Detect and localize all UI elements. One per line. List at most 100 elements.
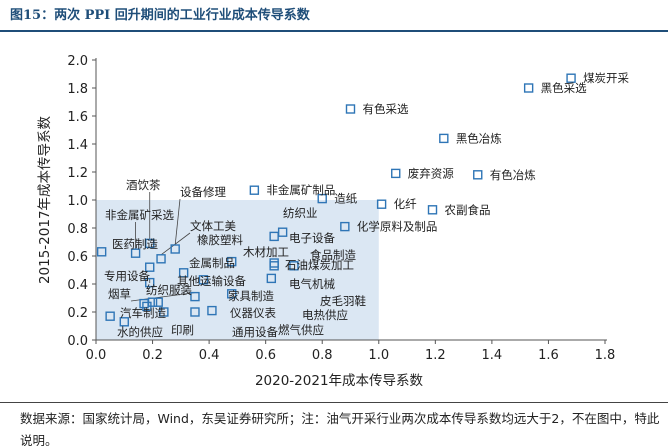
point-label: 废弃资源 — [408, 166, 454, 180]
x-tick-label: 0.6 — [255, 348, 276, 363]
scatter-point — [439, 133, 449, 144]
scatter-point — [119, 317, 129, 327]
point-label: 皮毛羽鞋 — [320, 294, 366, 308]
point-label: 黑色冶炼 — [456, 131, 502, 145]
y-tick-label: 1.2 — [67, 166, 88, 181]
y-tick-label: 1.4 — [67, 138, 88, 153]
point-label: 造纸 — [334, 192, 357, 206]
x-tick-label: 1.2 — [425, 348, 446, 363]
label-leader-line — [160, 232, 191, 256]
scatter-point — [178, 268, 189, 278]
scatter-point — [473, 170, 483, 180]
point-label: 农副食品 — [445, 203, 491, 217]
x-tick-label: 1.8 — [595, 348, 616, 363]
point-label: 黑色采选 — [541, 81, 587, 95]
y-axis-title: 2015-2017年成本传导系数 — [37, 115, 53, 284]
point-label: 酒饮茶 — [126, 178, 161, 192]
point-label: 煤炭开采 — [583, 71, 629, 85]
scatter-point — [198, 275, 209, 285]
point-label: 有色冶炼 — [490, 168, 536, 182]
scatter-point — [376, 199, 387, 209]
scatter-point — [190, 291, 200, 302]
scatter-point — [269, 261, 279, 271]
point-label: 电子设备 — [289, 231, 335, 245]
scatter-point — [139, 298, 149, 309]
scatter-point — [427, 205, 438, 215]
y-tick-label: 0.0 — [67, 334, 88, 349]
source-note: 数据来源：国家统计局，Wind，东吴证券研究所；注：油气开采行业两次成本传导系数… — [20, 411, 660, 446]
scatter-point — [269, 231, 279, 242]
point-label: 汽车制造 — [120, 306, 166, 320]
point-label: 专用设备 — [104, 269, 150, 283]
point-label: 化纤 — [394, 197, 417, 211]
point-label: 仪器仪表 — [230, 306, 276, 320]
point-label: 橡胶塑料 — [197, 233, 243, 247]
y-tick-label: 0.2 — [67, 306, 88, 321]
scatter-point — [153, 297, 163, 307]
scatter-point — [227, 256, 237, 267]
source-rule — [0, 402, 668, 403]
point-label: 文体工美 — [190, 219, 236, 233]
scatter-point — [317, 193, 327, 204]
x-tick-label: 0.8 — [312, 348, 333, 363]
point-label: 印刷 — [171, 323, 194, 337]
shaded-region — [96, 200, 379, 340]
point-label: 石油煤炭加工 — [285, 258, 354, 272]
point-label: 纺织服装 — [146, 283, 192, 297]
scatter-point — [345, 104, 356, 114]
point-label: 纺织业 — [283, 206, 318, 220]
point-label: 化学原料及制品 — [357, 220, 438, 234]
label-leader-line — [174, 198, 181, 246]
scatter-point — [266, 273, 277, 284]
scatter-point — [523, 83, 534, 93]
x-tick-label: 0.2 — [142, 348, 163, 363]
scatter-point — [289, 261, 299, 271]
scatter-point — [105, 311, 115, 321]
y-tick-label: 0.6 — [67, 250, 88, 265]
point-label: 金属制品 — [189, 256, 235, 270]
scatter-point — [142, 301, 152, 312]
y-tick-label: 1.8 — [67, 82, 88, 97]
scatter-point — [249, 185, 260, 195]
point-label: 通用设备 — [232, 325, 278, 339]
point-label: 医药制造 — [112, 237, 158, 251]
point-label: 非金属矿采选 — [105, 208, 174, 222]
y-tick-label: 0.8 — [67, 222, 88, 237]
point-label: 电气机械 — [289, 277, 335, 291]
point-label: 水的供应 — [117, 325, 163, 339]
scatter-point — [170, 244, 180, 254]
point-label: 木材加工 — [243, 245, 289, 259]
scatter-point — [391, 168, 401, 179]
scatter-point — [207, 305, 217, 316]
point-label: 燃气供应 — [278, 323, 324, 337]
scatter-point — [566, 73, 576, 83]
point-label: 有色采选 — [363, 102, 409, 116]
scatter-point — [145, 262, 155, 272]
scatter-point — [227, 289, 237, 299]
y-tick-label: 0.4 — [67, 278, 88, 293]
scatter-point — [340, 221, 350, 232]
scatter-point — [159, 307, 169, 317]
scatter-point — [190, 307, 200, 317]
point-label: 家具制造 — [228, 289, 274, 303]
point-label: 非金属矿制品 — [266, 183, 335, 197]
y-tick-label: 1.0 — [67, 194, 88, 209]
y-tick-label: 2.0 — [67, 54, 88, 69]
scatter-point — [96, 247, 107, 257]
scatter-point — [145, 238, 155, 249]
title-rule — [0, 30, 668, 32]
point-label: 设备修理 — [180, 185, 226, 199]
x-tick-label: 0.4 — [199, 348, 220, 363]
point-label: 其他运输设备 — [177, 274, 246, 288]
figure-title: 图15：两次 PPI 回升期间的工业行业成本传导系数 — [10, 8, 310, 23]
y-tick-label: 1.6 — [67, 110, 88, 125]
x-tick-label: 1.4 — [482, 348, 503, 363]
x-axis-title: 2020-2021年成本传导系数 — [255, 373, 424, 389]
scatter-point — [156, 254, 166, 264]
x-tick-label: 0.0 — [86, 348, 107, 363]
scatter-point — [130, 248, 141, 258]
scatter-point — [145, 277, 155, 288]
x-tick-label: 1.6 — [538, 348, 559, 363]
x-tick-label: 1.0 — [368, 348, 389, 363]
point-label: 烟草 — [108, 287, 131, 301]
